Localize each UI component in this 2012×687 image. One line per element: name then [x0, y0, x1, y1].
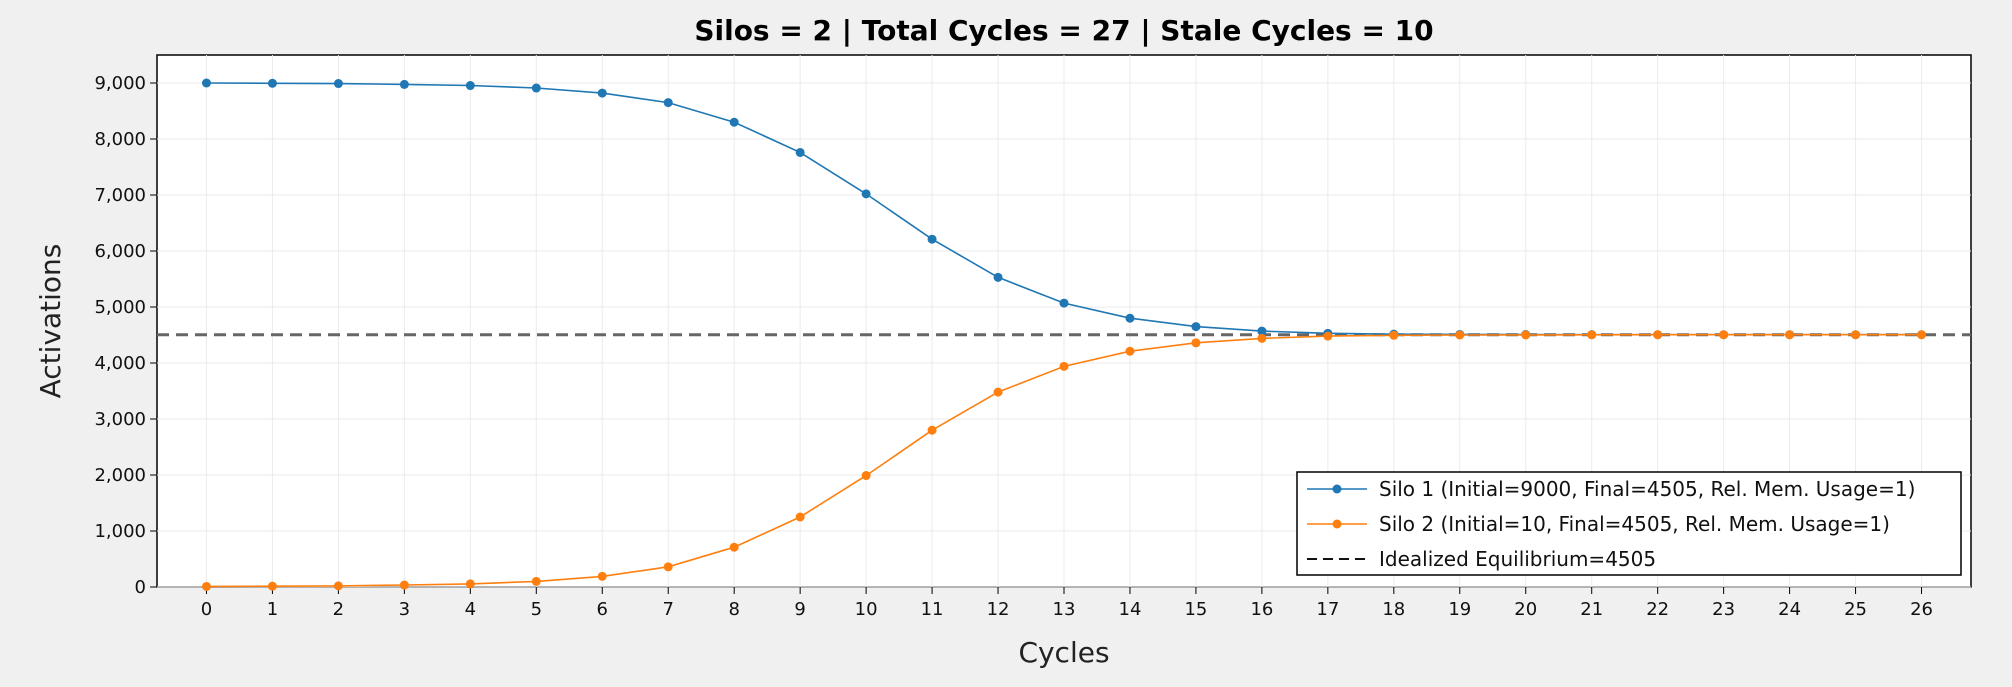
data-point-silo-2 — [1653, 330, 1663, 340]
data-point-silo-2 — [1323, 331, 1333, 341]
data-point-silo-2 — [993, 387, 1003, 397]
x-tick-label: 16 — [1250, 599, 1273, 620]
data-point-silo-1 — [201, 78, 211, 88]
data-point-silo-2 — [1917, 330, 1927, 340]
data-point-silo-2 — [1785, 330, 1795, 340]
x-tick-label: 15 — [1184, 599, 1207, 620]
chart-title: Silos = 2 | Total Cycles = 27 | Stale Cy… — [694, 14, 1433, 47]
legend-label-silo-2: Silo 2 (Initial=10, Final=4505, Rel. Mem… — [1379, 512, 1890, 536]
data-point-silo-2 — [267, 581, 277, 591]
data-point-silo-1 — [333, 79, 343, 89]
x-tick-label: 25 — [1844, 599, 1867, 620]
data-point-silo-1 — [267, 78, 277, 88]
x-tick-label: 8 — [728, 599, 739, 620]
data-point-silo-2 — [1191, 338, 1201, 348]
x-tick-label: 20 — [1514, 599, 1537, 620]
data-point-silo-1 — [861, 189, 871, 199]
data-point-silo-2 — [1851, 330, 1861, 340]
x-tick-label: 6 — [597, 599, 608, 620]
data-point-silo-1 — [1257, 326, 1267, 336]
data-point-silo-2 — [597, 571, 607, 581]
data-point-silo-2 — [1455, 330, 1465, 340]
y-tick-label: 6,000 — [94, 241, 146, 262]
x-tick-label: 0 — [201, 599, 212, 620]
legend-label-equilibrium: Idealized Equilibrium=4505 — [1379, 547, 1656, 571]
data-point-silo-1 — [1125, 313, 1135, 323]
data-point-silo-2 — [663, 562, 673, 572]
data-point-silo-2 — [1719, 330, 1729, 340]
data-point-silo-1 — [1191, 322, 1201, 332]
x-tick-label: 10 — [855, 599, 878, 620]
data-point-silo-2 — [1125, 346, 1135, 356]
data-point-silo-2 — [1521, 330, 1531, 340]
data-point-silo-1 — [1059, 298, 1069, 308]
data-point-silo-2 — [531, 576, 541, 586]
y-tick-label: 2,000 — [94, 465, 146, 486]
y-axis-ticks: 0 1,000 2,000 3,000 4,000 5,000 6,000 7,000 8,00… — [94, 73, 157, 598]
x-tick-label: 24 — [1778, 599, 1801, 620]
x-tick-label: 2 — [333, 599, 344, 620]
x-tick-label: 11 — [921, 599, 944, 620]
x-tick-label: 19 — [1448, 599, 1471, 620]
y-tick-label: 1,000 — [94, 521, 146, 542]
data-point-silo-2 — [465, 579, 475, 589]
y-tick-label: 3,000 — [94, 409, 146, 430]
data-point-silo-1 — [663, 98, 673, 108]
x-tick-label: 22 — [1646, 599, 1669, 620]
y-tick-label: 5,000 — [94, 297, 146, 318]
x-tick-label: 7 — [662, 599, 673, 620]
y-tick-label: 0 — [135, 577, 146, 598]
data-point-silo-2 — [1059, 361, 1069, 371]
legend-box — [1296, 471, 1962, 576]
y-tick-label: 8,000 — [94, 129, 146, 150]
data-point-silo-2 — [399, 580, 409, 590]
data-point-silo-2 — [861, 471, 871, 481]
x-tick-label: 4 — [465, 599, 476, 620]
x-tick-label: 14 — [1119, 599, 1142, 620]
data-point-silo-2 — [1257, 333, 1267, 343]
data-point-silo-1 — [399, 79, 409, 89]
data-series — [201, 78, 1927, 591]
data-point-silo-2 — [927, 425, 937, 435]
data-point-silo-2 — [729, 542, 739, 552]
data-point-silo-1 — [531, 83, 541, 93]
data-point-silo-2 — [1389, 330, 1399, 340]
y-axis-label: Activations — [34, 244, 67, 399]
x-tick-label: 13 — [1053, 599, 1076, 620]
legend-marker-silo-1 — [1332, 484, 1342, 494]
x-tick-label: 9 — [794, 599, 805, 620]
x-tick-label: 5 — [531, 599, 542, 620]
data-point-silo-1 — [465, 81, 475, 91]
data-point-silo-2 — [795, 512, 805, 522]
y-tick-label: 7,000 — [94, 185, 146, 206]
legend: Silo 1 (Initial=9000, Final=4505, Rel. M… — [1296, 471, 1962, 576]
data-point-silo-2 — [333, 581, 343, 591]
x-tick-label: 3 — [399, 599, 410, 620]
x-tick-label: 18 — [1382, 599, 1405, 620]
y-tick-label: 4,000 — [94, 353, 146, 374]
x-tick-label: 26 — [1910, 599, 1933, 620]
legend-label-silo-1: Silo 1 (Initial=9000, Final=4505, Rel. M… — [1379, 477, 1915, 501]
legend-marker-silo-2 — [1332, 519, 1342, 529]
x-axis-label: Cycles — [1018, 636, 1109, 669]
x-tick-label: 23 — [1712, 599, 1735, 620]
x-tick-label: 1 — [267, 599, 278, 620]
y-tick-label: 9,000 — [94, 73, 146, 94]
data-point-silo-1 — [993, 272, 1003, 282]
x-axis-ticks: 0 1 2 3 4 5 6 7 8 9 10 11 12 13 14 15 16 17 18 19 20 21 22 23 24… — [201, 587, 1933, 620]
data-point-silo-1 — [927, 234, 937, 244]
data-point-silo-1 — [597, 88, 607, 98]
x-tick-label: 12 — [987, 599, 1010, 620]
data-point-silo-2 — [201, 581, 211, 591]
data-point-silo-1 — [795, 147, 805, 157]
data-point-silo-1 — [729, 117, 739, 127]
data-point-silo-2 — [1587, 330, 1597, 340]
x-tick-label: 17 — [1316, 599, 1339, 620]
x-tick-label: 21 — [1580, 599, 1603, 620]
